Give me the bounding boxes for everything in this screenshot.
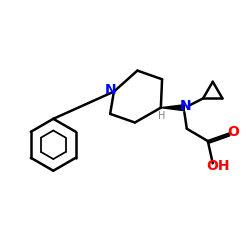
Polygon shape (161, 105, 184, 111)
Text: OH: OH (206, 159, 230, 173)
Text: N: N (105, 84, 117, 98)
Text: O: O (227, 126, 239, 140)
Text: H: H (158, 110, 166, 120)
Text: N: N (180, 100, 192, 114)
